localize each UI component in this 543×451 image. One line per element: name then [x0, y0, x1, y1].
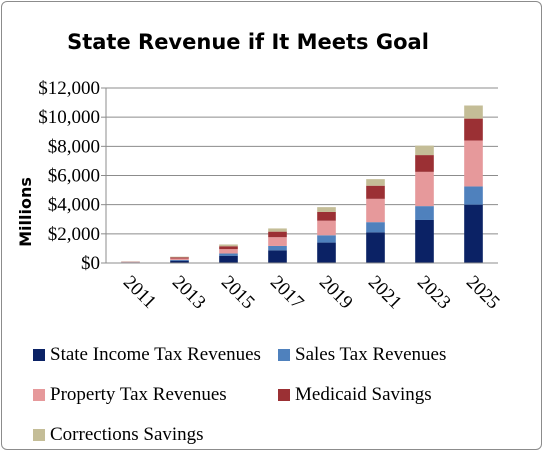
y-tick-label: $0 — [81, 253, 100, 274]
x-tick-label: 2019 — [315, 272, 357, 314]
bar-segment — [170, 260, 189, 263]
bar-segment — [317, 235, 336, 243]
bar-segment — [464, 118, 483, 141]
chart-title: State Revenue if It Meets Goal — [67, 30, 429, 54]
bar-segment — [366, 198, 385, 223]
legend-item: Property Tax Revenues — [33, 384, 227, 406]
bar-segment — [219, 244, 238, 247]
bar-segment — [219, 253, 238, 256]
bars — [121, 105, 483, 263]
legend-swatch — [33, 349, 45, 361]
bar-segment — [170, 256, 189, 258]
legend-swatch — [278, 349, 290, 361]
x-tick-label: 2021 — [364, 272, 406, 314]
bar-segment — [464, 105, 483, 119]
bar-segment — [464, 186, 483, 205]
bar-segment — [268, 245, 287, 251]
y-axis-label: Millions — [16, 177, 35, 247]
y-tick-labels: $0 $2,000 $4,000 $6,000 $8,000 $10,000 $12,000 — [38, 78, 100, 274]
legend-label: Corrections Savings — [50, 424, 204, 445]
bar-segment — [366, 179, 385, 186]
bar-segment — [366, 222, 385, 233]
bar-segment — [170, 259, 189, 261]
legend-item: State Income Tax Revenues — [33, 344, 261, 366]
y-tick-label: $12,000 — [38, 78, 100, 99]
legend-swatch — [278, 389, 290, 401]
legend-item: Medicaid Savings — [278, 384, 432, 406]
bar-segment — [317, 220, 336, 236]
y-tick-label: $6,000 — [48, 166, 100, 187]
bar-segment — [415, 155, 434, 172]
legend-label: State Income Tax Revenues — [50, 344, 261, 365]
axes — [105, 88, 498, 264]
y-tick-label: $8,000 — [48, 136, 100, 157]
bar-segment — [415, 206, 434, 220]
x-tick-label: 2013 — [168, 272, 210, 314]
bar-segment — [268, 231, 287, 238]
x-tick-label: 2011 — [119, 272, 160, 313]
y-tick-label: $10,000 — [38, 107, 100, 128]
bar-segment — [170, 257, 189, 259]
gridlines — [101, 87, 498, 264]
x-tick-label: 2015 — [217, 272, 259, 314]
bar-segment — [415, 219, 434, 263]
legend-label: Sales Tax Revenues — [295, 344, 447, 365]
legend-swatch — [33, 389, 45, 401]
bar-segment — [366, 185, 385, 199]
x-tick-label: 2017 — [266, 272, 308, 314]
x-tick-labels: 2011 2013 2015 2017 2019 2021 2023 2025 — [119, 272, 504, 314]
bar-segment — [219, 249, 238, 254]
y-tick-label: $4,000 — [48, 195, 100, 216]
bar-segment — [268, 228, 287, 232]
bar-segment — [268, 237, 287, 246]
bar-segment — [219, 246, 238, 250]
legend-item: Sales Tax Revenues — [278, 344, 446, 366]
bar-segment — [317, 211, 336, 221]
bar-segment — [366, 232, 385, 263]
legend-swatch — [33, 429, 45, 441]
bar-segment — [219, 255, 238, 263]
x-tick-label: 2023 — [413, 272, 455, 314]
bar-segment — [464, 204, 483, 263]
legend-label: Property Tax Revenues — [50, 384, 227, 405]
bar-segment — [268, 250, 287, 263]
legend-label: Medicaid Savings — [295, 384, 432, 405]
bar-segment — [464, 140, 483, 187]
bar-segment — [170, 258, 189, 260]
bar-segment — [415, 171, 434, 207]
bar-segment — [317, 207, 336, 212]
legend-item: Corrections Savings — [33, 424, 204, 446]
bar-segment — [317, 242, 336, 263]
bar-segment — [415, 145, 434, 156]
x-tick-label: 2025 — [462, 272, 504, 314]
y-tick-label: $2,000 — [48, 224, 100, 245]
